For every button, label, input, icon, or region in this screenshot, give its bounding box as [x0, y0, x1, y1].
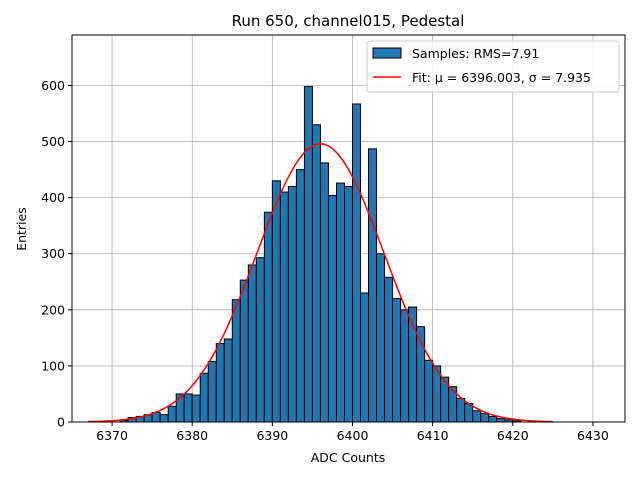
histogram-bar [303, 86, 313, 423]
histogram-bar [199, 372, 209, 423]
histogram-bar [295, 169, 305, 423]
x-axis-label: ADC Counts [311, 450, 386, 465]
histogram-bar [384, 276, 394, 423]
legend-box [366, 40, 620, 93]
legend: Samples: RMS=7.91 Fit: μ = 6396.003, σ =… [366, 40, 620, 93]
histogram-bar [335, 182, 345, 423]
histogram-bar [287, 185, 297, 423]
x-tick-label: 6380 [176, 428, 208, 443]
y-axis-label: Entries [14, 207, 29, 251]
histogram-bar [191, 394, 201, 423]
x-axis-ticks: 6370 6380 6390 6400 6410 6420 6430 [96, 422, 609, 443]
histogram-bar [456, 397, 466, 423]
legend-swatch-samples [372, 47, 402, 59]
gaussian-fit-curve [88, 143, 553, 423]
plot-frame [71, 34, 626, 423]
y-tick-label: 100 [41, 358, 65, 373]
histogram-bar [279, 191, 289, 423]
histogram-bar [368, 148, 378, 423]
histogram-bar [360, 292, 370, 423]
histogram-bar [223, 338, 233, 423]
y-tick-label: 300 [41, 246, 65, 261]
legend-label-samples: Samples: RMS=7.91 [412, 46, 539, 61]
histogram-bar [263, 211, 273, 423]
histogram-bar [239, 279, 249, 423]
histogram-bar [472, 410, 482, 423]
histogram-bar [327, 194, 337, 423]
chart-title: Run 650, channel015, Pedestal [232, 12, 465, 30]
y-tick-label: 600 [41, 78, 65, 93]
histogram-bar [207, 360, 217, 423]
histogram-bar [480, 413, 490, 423]
histogram-bar [424, 359, 434, 423]
histogram-bar [352, 103, 362, 423]
histogram-bar [159, 414, 169, 423]
histogram-bar [255, 257, 265, 423]
x-tick-label: 6430 [577, 428, 609, 443]
histogram-bar [488, 415, 498, 423]
histogram-bar [343, 185, 354, 423]
histogram-bar [392, 298, 402, 423]
histogram-bar [496, 418, 506, 423]
y-tick-label: 400 [41, 190, 65, 205]
y-axis-ticks: 0 100 200 300 400 500 600 [41, 78, 72, 430]
histogram-bar [376, 253, 386, 423]
y-tick-label: 500 [41, 134, 65, 149]
histogram-bar [215, 342, 225, 423]
histogram-bar [231, 299, 241, 423]
histogram-bar [400, 309, 410, 423]
x-tick-label: 6410 [417, 428, 449, 443]
histogram-bar [319, 162, 329, 423]
x-tick-label: 6390 [256, 428, 288, 443]
x-tick-label: 6400 [337, 428, 369, 443]
x-tick-label: 6370 [96, 428, 128, 443]
histogram-bar [167, 405, 177, 423]
x-tick-label: 6420 [497, 428, 529, 443]
histogram-bar [271, 180, 281, 423]
histogram-bar [311, 124, 321, 423]
y-tick-label: 0 [57, 415, 65, 430]
y-tick-label: 200 [41, 302, 65, 317]
histogram-bar [247, 264, 257, 423]
histogram-bars [119, 86, 522, 423]
histogram-bar [183, 393, 193, 423]
legend-label-fit: Fit: μ = 6396.003, σ = 7.935 [412, 70, 591, 85]
